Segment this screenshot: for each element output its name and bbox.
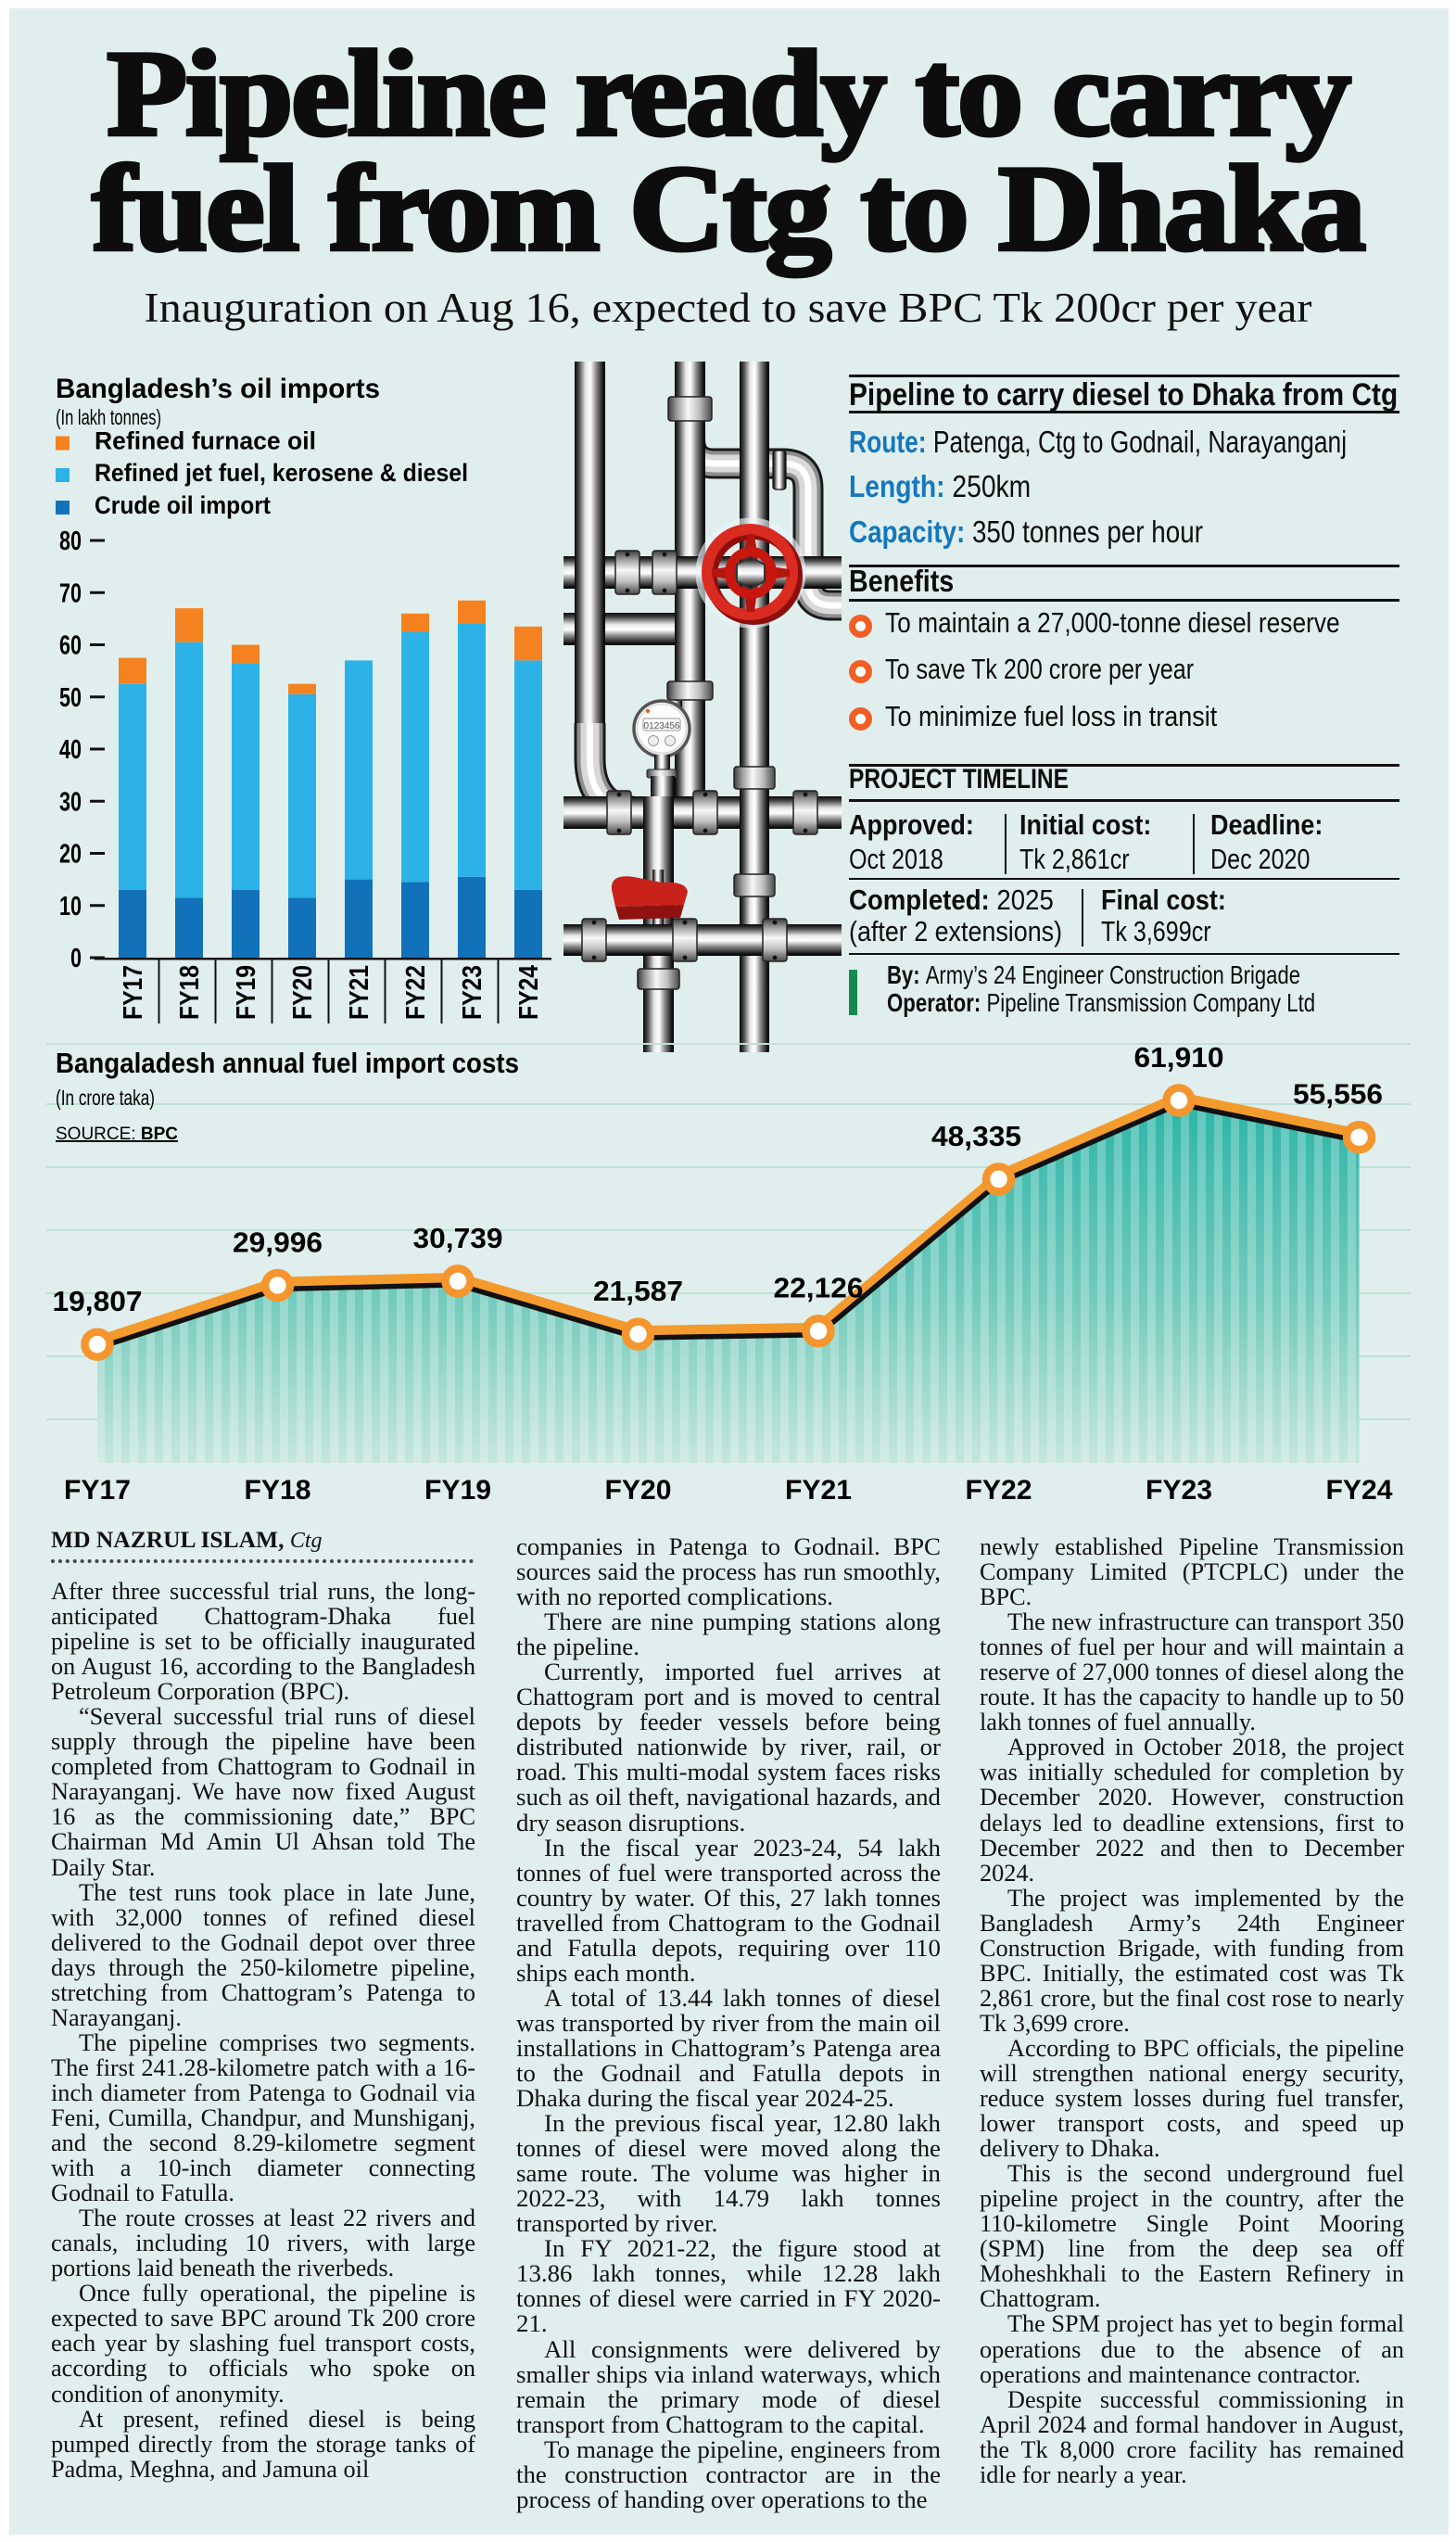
svg-text:22,126: 22,126 [774, 1272, 864, 1304]
svg-text:FY20: FY20 [605, 1475, 672, 1506]
svg-text:Bangaladesh annual fuel import: Bangaladesh annual fuel import costs [56, 1047, 519, 1079]
svg-text:FY23: FY23 [458, 965, 487, 1020]
svg-text:10: 10 [59, 892, 82, 921]
svg-text:60: 60 [59, 631, 82, 661]
svg-text:30,739: 30,739 [413, 1222, 503, 1254]
svg-text:Crude oil import: Crude oil import [95, 491, 271, 519]
svg-text:50: 50 [59, 683, 82, 713]
svg-text:FY17: FY17 [64, 1475, 131, 1506]
svg-text:FY19: FY19 [424, 1475, 491, 1506]
svg-text:70: 70 [59, 578, 82, 608]
svg-text:0: 0 [70, 944, 82, 973]
svg-text:40: 40 [59, 735, 82, 765]
svg-text:Refined furnace oil: Refined furnace oil [95, 427, 316, 455]
svg-text:29,996: 29,996 [233, 1227, 323, 1259]
svg-text:55,556: 55,556 [1293, 1078, 1383, 1111]
svg-text:FY23: FY23 [1146, 1475, 1212, 1506]
svg-text:Bangladesh’s oil imports: Bangladesh’s oil imports [56, 374, 380, 404]
svg-text:SOURCE: BPC: SOURCE: BPC [56, 1125, 178, 1144]
svg-text:30: 30 [59, 787, 82, 817]
svg-text:Refined jet fuel, kerosene & d: Refined jet fuel, kerosene & diesel [95, 459, 468, 487]
svg-text:FY19: FY19 [232, 965, 261, 1020]
svg-text:FY18: FY18 [245, 1475, 311, 1506]
svg-text:48,335: 48,335 [931, 1120, 1021, 1152]
svg-text:21,587: 21,587 [593, 1275, 683, 1307]
svg-text:FY22: FY22 [401, 965, 431, 1020]
svg-text:0123456: 0123456 [644, 721, 680, 731]
svg-text:FY17: FY17 [119, 965, 148, 1020]
svg-text:(In lakh tonnes): (In lakh tonnes) [56, 405, 161, 429]
svg-text:FY24: FY24 [514, 965, 544, 1020]
svg-text:FY20: FY20 [288, 965, 318, 1020]
svg-text:FY21: FY21 [785, 1475, 852, 1506]
svg-text:(In crore taka): (In crore taka) [56, 1086, 155, 1110]
svg-text:FY21: FY21 [345, 965, 374, 1020]
svg-text:FY24: FY24 [1326, 1475, 1393, 1506]
svg-text:80: 80 [59, 527, 82, 556]
svg-text:FY18: FY18 [175, 965, 205, 1020]
svg-text:61,910: 61,910 [1134, 1043, 1224, 1074]
svg-text:FY22: FY22 [966, 1475, 1032, 1506]
svg-text:19,807: 19,807 [53, 1285, 143, 1317]
svg-text:20: 20 [59, 840, 82, 870]
